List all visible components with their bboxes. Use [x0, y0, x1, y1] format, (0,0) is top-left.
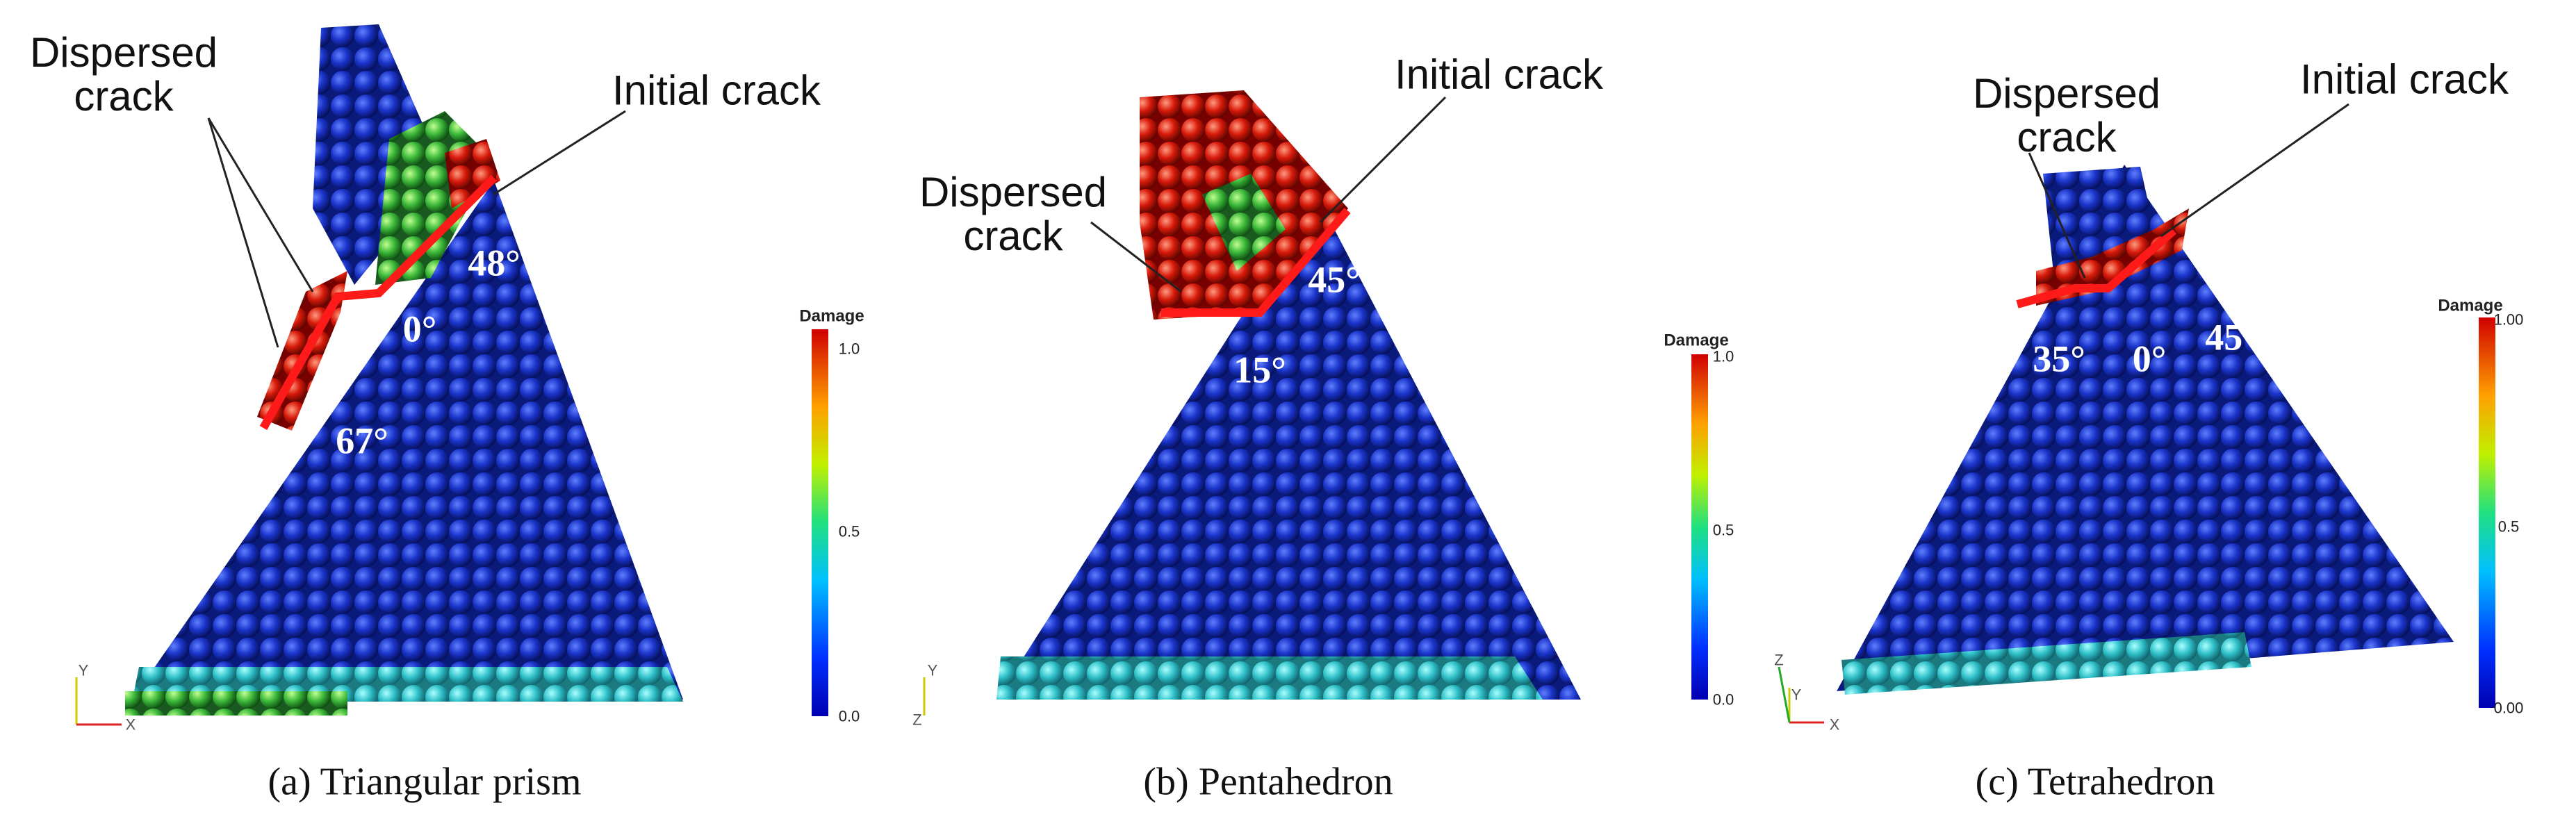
axis-triad	[75, 666, 1824, 726]
axis-label: Y	[78, 661, 89, 679]
damaged-band	[1841, 632, 2251, 695]
crack-line	[259, 174, 498, 430]
angle-label: 67°	[336, 420, 388, 462]
colorbar-title: Damage	[1664, 331, 1729, 350]
leader-lines	[207, 96, 2349, 348]
colorbar-title: Damage	[2438, 296, 2503, 315]
callout-label: Dispersed crack	[1972, 70, 2161, 160]
particle-body	[996, 197, 1581, 700]
crack-line	[2016, 227, 2176, 308]
angle-label: 0°	[402, 308, 437, 350]
angle-label: 15°	[1233, 349, 1286, 391]
crack-particles	[445, 139, 500, 208]
colorbar-tick-label: 0.5	[2497, 518, 2520, 536]
colorbar	[1691, 354, 1708, 700]
callout-label: Initial crack	[612, 67, 821, 114]
angle-label: 45°	[2205, 316, 2258, 358]
colorbar-tick-label: 0.5	[838, 522, 860, 540]
colorbar-tick-label: 1.0	[838, 340, 860, 358]
callout-label: Dispersed crack	[919, 169, 1108, 259]
angle-label: 48°	[468, 242, 520, 284]
panel-caption: (a) Triangular prism	[268, 760, 582, 804]
colorbar	[812, 329, 828, 716]
axis-label: Y	[1791, 686, 1802, 704]
angle-label: 35°	[2033, 338, 2085, 380]
crack-line	[1161, 208, 1351, 317]
angle-label: 0°	[2132, 338, 2167, 380]
panel-caption: (b) Pentahedron	[1143, 760, 1393, 804]
callout-label: Initial crack	[1394, 51, 1604, 98]
callout-label: Dispersed crack	[29, 29, 218, 119]
colorbar-tick-label: 1.0	[1712, 347, 1734, 365]
axis-label: Z	[912, 711, 922, 729]
particle-body	[132, 181, 683, 700]
fragment	[313, 24, 445, 285]
damaged-band	[996, 656, 1543, 700]
colorbar-tick-label: 0.0	[1712, 691, 1734, 709]
particle-body	[1837, 165, 2454, 691]
colorbar-tick-label: 0.00	[2493, 699, 2524, 717]
colorbar-title: Damage	[799, 306, 864, 326]
axis-label: Z	[1774, 651, 1784, 669]
colorbar-tick-label: 0.0	[838, 707, 860, 725]
colorbar-tick-label: 1.00	[2493, 311, 2524, 329]
colorbar	[2479, 317, 2495, 708]
callout-label: Initial crack	[2299, 56, 2509, 103]
axis-label: Y	[927, 661, 938, 679]
damaged-band	[125, 691, 347, 716]
panel-caption: (c) Tetrahedron	[1975, 760, 2215, 804]
angle-label: 45°	[1308, 258, 1361, 301]
axis-label: X	[125, 716, 136, 734]
fragment-damaged	[1202, 174, 1286, 271]
colorbar-tick-label: 0.5	[1712, 521, 1734, 539]
crack-particles	[2036, 208, 2189, 306]
axis-label: X	[1829, 716, 1840, 734]
